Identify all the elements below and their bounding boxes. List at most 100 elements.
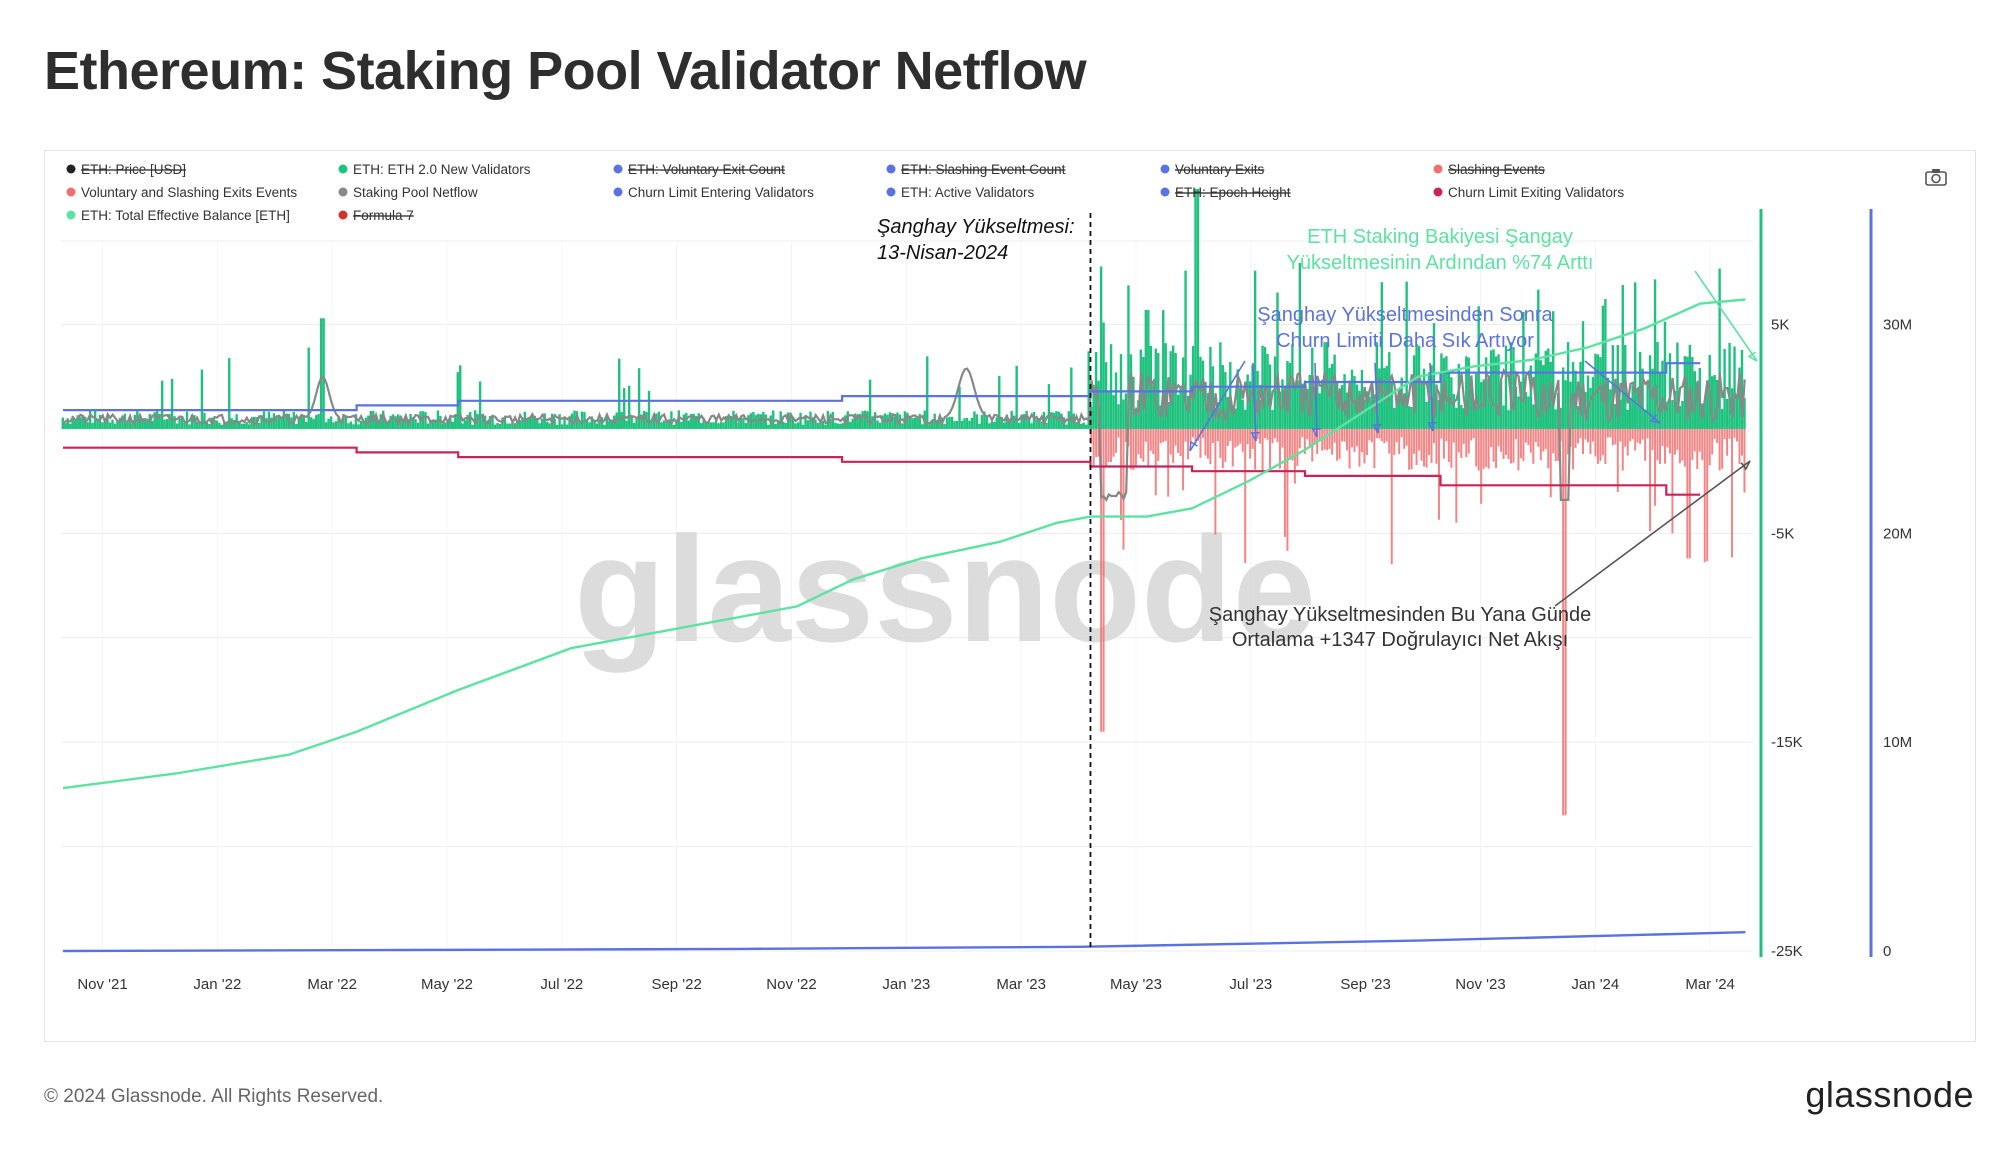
new-validators-bar — [481, 415, 484, 429]
exit-bar — [1090, 428, 1093, 445]
new-validators-bar — [759, 414, 763, 429]
new-validators-bar — [1566, 342, 1570, 429]
new-validators-bar — [155, 411, 159, 429]
new-validators-bar — [1176, 394, 1180, 429]
new-validators-bar — [1738, 367, 1741, 429]
legend: ETH: Price [USD] ETH: ETH 2.0 New Validat… — [66, 162, 1624, 223]
new-validators-bar — [662, 420, 666, 429]
exit-bar — [1731, 428, 1734, 558]
exit-bar — [1239, 428, 1242, 444]
legend-item-label[interactable]: ETH: Voluntary Exit Count — [628, 162, 785, 177]
exit-bar — [1137, 428, 1140, 455]
exit-bar — [1259, 428, 1262, 444]
annotation-text: Şanghay Yükseltmesinden Sonra — [1257, 304, 1553, 326]
new-validators-bar — [1616, 345, 1619, 429]
exit-bar — [1574, 428, 1577, 448]
legend-item-label[interactable]: Voluntary Exits — [1175, 162, 1265, 177]
legend-item-label[interactable]: Staking Pool Netflow — [353, 185, 478, 200]
legend-item-label[interactable]: Churn Limit Entering Validators — [628, 185, 814, 200]
legend-item-label[interactable]: Formula 7 — [353, 208, 414, 223]
legend-item-label[interactable]: ETH: ETH 2.0 New Validators — [353, 162, 531, 177]
new-validators-bar — [1243, 409, 1247, 429]
new-validators-bar — [163, 419, 166, 429]
legend-item-label[interactable]: ETH: Slashing Event Count — [901, 162, 1066, 177]
new-validators-bar — [1124, 393, 1128, 429]
legend-item-label[interactable]: Churn Limit Exiting Validators — [1448, 185, 1624, 200]
exit-bar — [1288, 428, 1291, 460]
exit-bar — [1172, 428, 1175, 463]
new-validators-bar — [1514, 386, 1518, 429]
exit-bar — [1512, 428, 1515, 463]
legend-item-label[interactable]: ETH: Active Validators — [901, 185, 1035, 200]
exit-bar — [1221, 428, 1224, 469]
new-validators-bar — [414, 419, 417, 429]
new-validators-bar — [1614, 404, 1617, 429]
exit-bar — [1266, 428, 1269, 440]
exit-bar — [1477, 428, 1480, 471]
new-validators-bar — [1276, 292, 1279, 429]
new-validators-bar — [382, 410, 385, 429]
new-validators-bar — [709, 422, 713, 429]
new-validators-bar — [1460, 404, 1463, 429]
new-validators-bar — [275, 416, 278, 429]
new-validators-bar — [1437, 399, 1441, 429]
x-tick-label: Jul '23 — [1229, 976, 1272, 993]
new-validators-bar — [1512, 347, 1515, 429]
new-validators-bar — [1358, 390, 1361, 429]
exit-bar — [1549, 428, 1552, 498]
exit-bar — [1375, 428, 1378, 439]
new-validators-bar — [958, 386, 961, 429]
new-validators-bar — [863, 410, 867, 429]
new-validators-bar — [1502, 405, 1505, 429]
y-right-tick-label: 20M — [1883, 525, 1912, 542]
new-validators-bar — [1397, 391, 1401, 429]
exit-bar — [1733, 428, 1736, 438]
exit-bar — [1331, 428, 1334, 455]
legend-item-label[interactable]: ETH: Epoch Height — [1175, 185, 1291, 200]
new-validators-bar — [973, 411, 976, 429]
new-validators-bar — [1629, 398, 1632, 429]
new-validators-bar — [506, 423, 509, 429]
new-validators-bar — [454, 415, 457, 429]
exit-bar — [1159, 428, 1162, 444]
new-validators-bar — [1544, 350, 1547, 429]
new-validators-bar — [1102, 322, 1105, 429]
legend-item-label[interactable]: ETH: Total Effective Balance [ETH] — [81, 208, 290, 223]
new-validators-bar — [1740, 349, 1744, 429]
exit-bar — [1470, 428, 1473, 441]
new-validators-bar — [608, 421, 611, 429]
new-validators-bar — [1288, 362, 1292, 429]
exit-bar — [1219, 428, 1222, 458]
exit-bar — [1169, 428, 1172, 455]
exit-bar — [1365, 428, 1368, 456]
new-validators-bar — [714, 417, 718, 429]
annotation-arrow — [1314, 362, 1318, 438]
exit-bar — [1423, 428, 1426, 467]
new-validators-bar — [878, 422, 882, 429]
new-validators-bar — [849, 422, 852, 429]
annotation-arrowhead — [1250, 431, 1260, 442]
churn-entering-line — [63, 362, 1701, 412]
new-validators-bar — [891, 413, 894, 429]
exit-bar — [1283, 428, 1286, 537]
new-validators-bar — [436, 410, 440, 429]
y-right-tick-label: 30M — [1883, 317, 1912, 334]
new-validators-bar — [416, 422, 420, 429]
exit-bar — [1241, 428, 1244, 452]
legend-item-label[interactable]: ETH: Price [USD] — [81, 162, 186, 177]
exit-bar — [1182, 428, 1185, 491]
legend-item-label[interactable]: Slashing Events — [1448, 162, 1545, 177]
new-validators-bar — [1596, 354, 1600, 429]
new-validators-bar — [128, 418, 132, 429]
camera-icon[interactable] — [1925, 168, 1947, 186]
exit-bar — [1142, 428, 1145, 462]
exit-bar — [1673, 428, 1676, 455]
legend-item-label[interactable]: Voluntary and Slashing Exits Events — [81, 185, 297, 200]
exit-bar — [1313, 428, 1316, 444]
new-validators-bar — [1581, 321, 1585, 429]
new-validators-bar — [429, 419, 432, 429]
new-validators-bar — [622, 388, 626, 429]
new-validators-bar — [518, 420, 522, 429]
new-validators-bar — [362, 421, 365, 429]
new-validators-bar — [180, 416, 184, 429]
